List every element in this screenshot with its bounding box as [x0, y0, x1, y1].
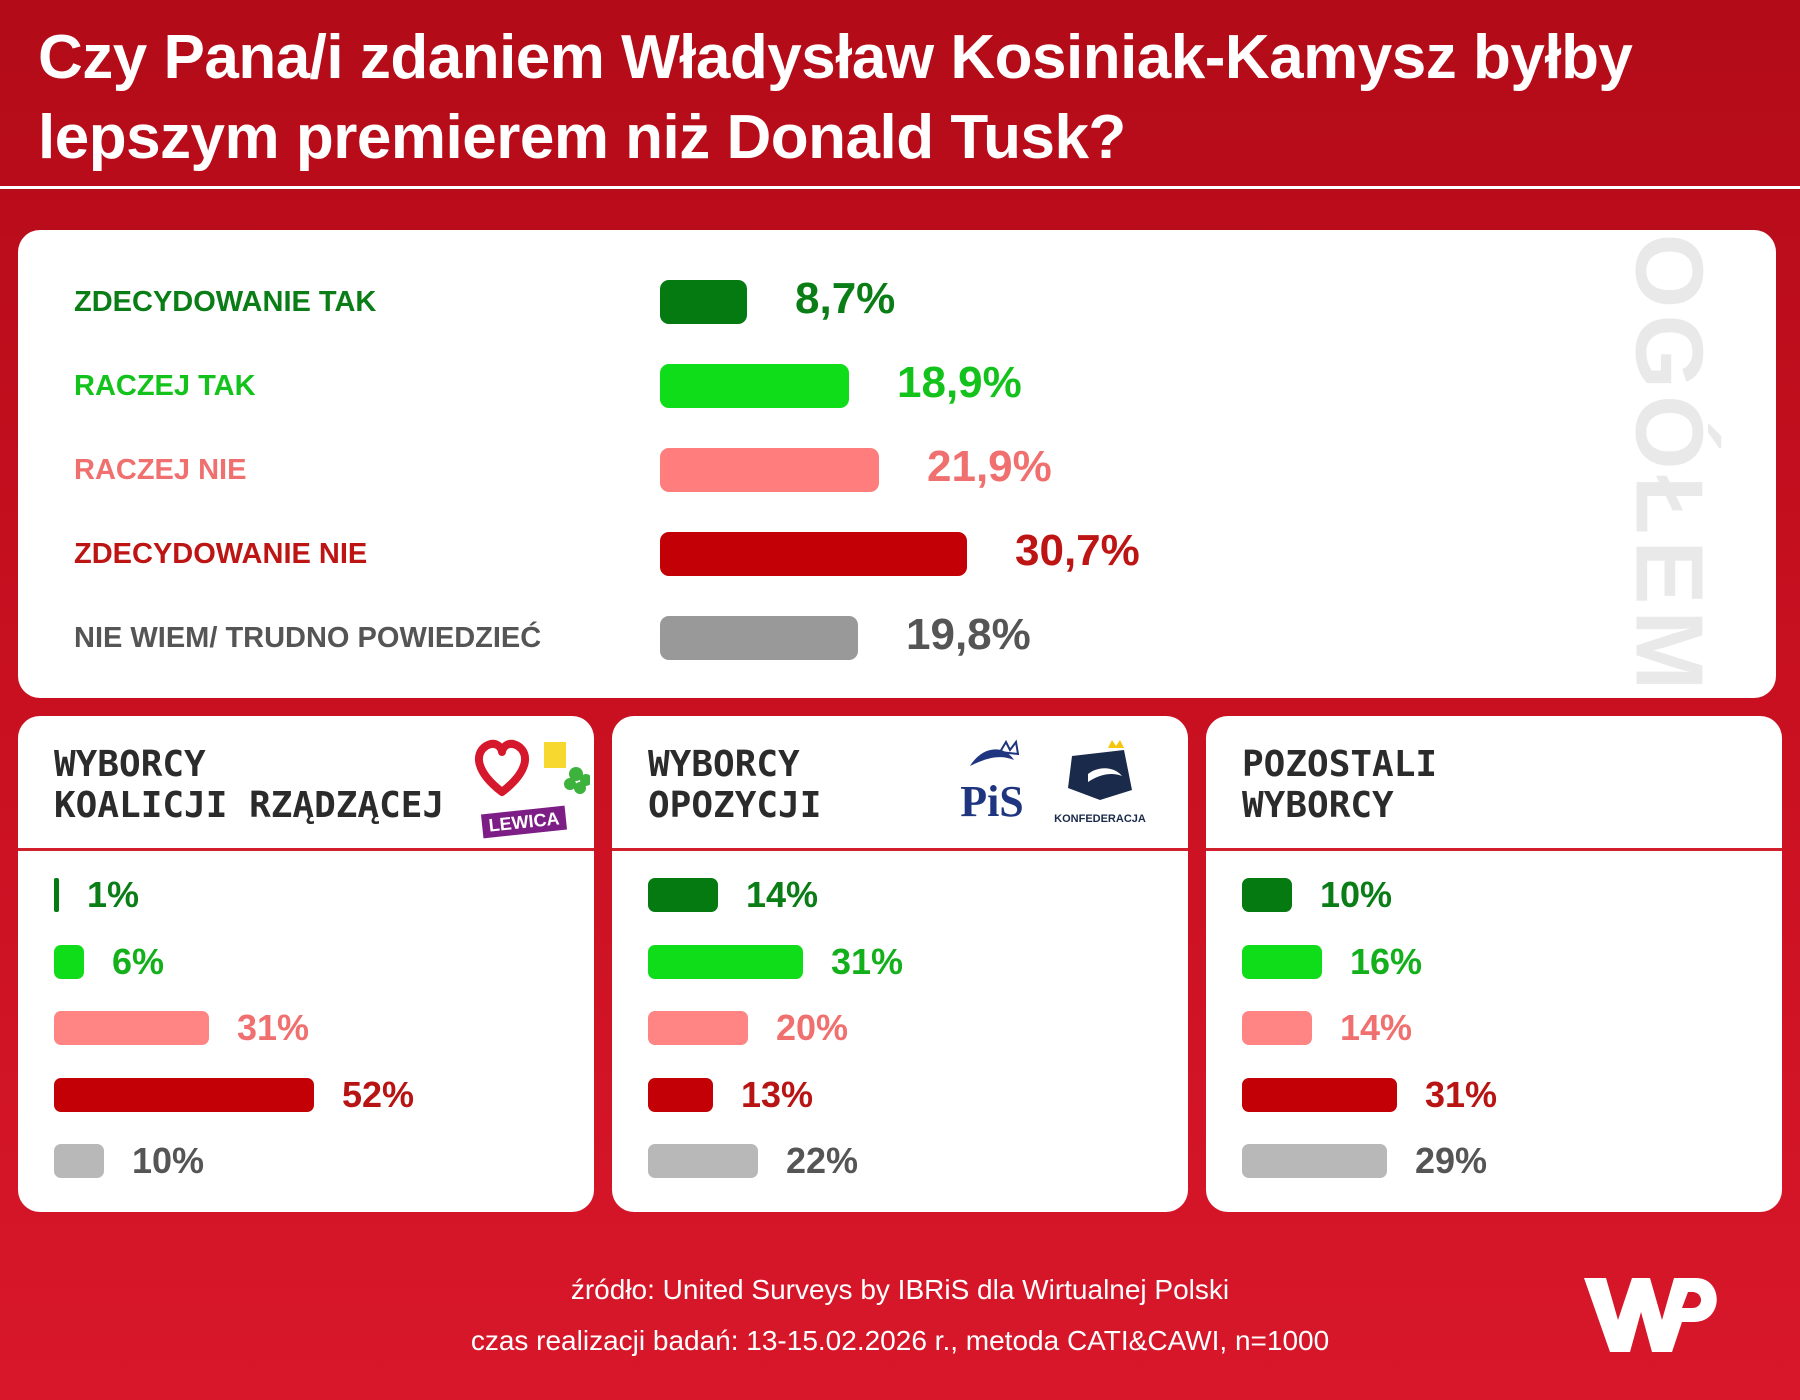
opposition-voters-panel: WYBORCY OPOZYCJI PiS KONFEDERACJA 14% 31%… — [612, 716, 1188, 1212]
value-label-zdecydowanie-tak: 14% — [746, 874, 819, 915]
bar-zdecydowanie-tak — [54, 878, 59, 912]
bar-raczej-tak — [648, 944, 803, 979]
bar-zdecydowanie-nie — [1242, 1077, 1397, 1112]
value-label-zdecydowanie-tak: 1% — [87, 874, 140, 915]
opposition-voters-title: WYBORCY OPOZYCJI — [648, 744, 822, 826]
coalition-logos: LEWICA — [475, 739, 590, 839]
konfederacja-logo: KONFEDERACJA — [1054, 740, 1146, 825]
value-label-zdecydowanie-tak: 10% — [1320, 874, 1393, 915]
value-label-raczej-tak: 31% — [831, 940, 904, 982]
bar-raczej-tak — [660, 364, 849, 408]
value-label-raczej-tak: 16% — [1350, 940, 1423, 982]
bar-zdecydowanie-tak — [1242, 878, 1292, 912]
heart-logo — [475, 739, 529, 796]
bar-raczej-nie — [54, 1011, 209, 1045]
value-label-zdecydowanie-nie: 52% — [342, 1073, 415, 1115]
opposition-logos: PiS KONFEDERACJA — [960, 739, 1146, 826]
category-label-raczej-tak: RACZEJ TAK — [74, 370, 256, 402]
category-label-raczej-nie: RACZEJ NIE — [74, 454, 247, 486]
other-voters-title: POZOSTALI WYBORCY — [1242, 744, 1438, 826]
svg-text:LEWICA: LEWICA — [488, 808, 561, 835]
bar-raczej-nie — [1242, 1011, 1312, 1045]
panel-divider — [612, 848, 1188, 851]
value-label-nie-wiem-trudno-powiedziec: 22% — [786, 1140, 859, 1181]
bar-raczej-nie — [648, 1011, 748, 1045]
clover-logo — [564, 767, 590, 794]
other-voters-panel: POZOSTALI WYBORCY 10% 16% 14% 31% 29% — [1206, 716, 1782, 1212]
value-label-raczej-nie: 31% — [237, 1007, 310, 1048]
pis-logo: PiS — [960, 739, 1024, 826]
polska-2050-logo — [544, 742, 566, 768]
coalition-voters-panel: WYBORCY KOALICJI RZĄDZĄCEJ LEWICA 1% 6% 31… — [18, 716, 594, 1212]
panel-divider — [18, 848, 594, 851]
svg-text:KONFEDERACJA: KONFEDERACJA — [1054, 813, 1146, 825]
lewica-logo: LEWICA — [480, 805, 568, 839]
overall-panel-label: OGÓŁEM — [1608, 234, 1728, 697]
wp-logo — [1584, 1278, 1717, 1352]
method-note: czas realizacji badań: 13-15.02.2026 r.,… — [470, 1325, 1330, 1356]
panel-divider — [1206, 848, 1782, 851]
value-label-raczej-nie: 21,9% — [927, 442, 1052, 491]
bar-nie-wiem-trudno-powiedziec — [648, 1144, 758, 1178]
value-label-raczej-nie: 20% — [776, 1007, 849, 1048]
bar-raczej-nie — [660, 448, 879, 492]
bar-zdecydowanie-nie — [648, 1077, 713, 1112]
coalition-voters-title: WYBORCY KOALICJI RZĄDZĄCEJ — [54, 744, 445, 826]
chart-title: Czy Pana/i zdaniem Władysław Kosiniak-Ka… — [38, 23, 1633, 172]
value-label-nie-wiem-trudno-powiedziec: 10% — [132, 1140, 205, 1181]
category-label-nie-wiem-trudno-powiedziec: NIE WIEM/ TRUDNO POWIEDZIEĆ — [74, 622, 542, 654]
overall-label-text: OGÓŁEM — [1615, 233, 1722, 697]
category-label-zdecydowanie-nie: ZDECYDOWANIE NIE — [74, 538, 368, 570]
value-label-nie-wiem-trudno-powiedziec: 29% — [1415, 1140, 1488, 1181]
bar-zdecydowanie-tak — [660, 280, 747, 324]
value-label-raczej-tak: 18,9% — [897, 358, 1022, 407]
source-note: źródło: United Surveys by IBRiS dla Wirt… — [570, 1274, 1230, 1305]
value-label-zdecydowanie-nie: 30,7% — [1015, 526, 1140, 575]
value-label-zdecydowanie-nie: 13% — [741, 1073, 814, 1115]
category-label-zdecydowanie-tak: ZDECYDOWANIE TAK — [74, 286, 377, 318]
bar-zdecydowanie-tak — [648, 878, 718, 912]
bar-raczej-tak — [54, 944, 84, 979]
bar-nie-wiem-trudno-powiedziec — [1242, 1144, 1387, 1178]
value-label-raczej-tak: 6% — [112, 940, 165, 982]
value-label-raczej-nie: 14% — [1340, 1007, 1413, 1048]
value-label-zdecydowanie-tak: 8,7% — [795, 274, 896, 323]
svg-text:PiS: PiS — [960, 777, 1024, 826]
header-divider — [0, 186, 1800, 189]
overall-panel: ZDECYDOWANIE TAK 8,7% RACZEJ TAK 18,9% RACZE… — [18, 230, 1776, 698]
value-label-zdecydowanie-nie: 31% — [1425, 1073, 1498, 1115]
bar-zdecydowanie-nie — [660, 532, 967, 576]
bar-nie-wiem-trudno-powiedziec — [54, 1144, 104, 1178]
bar-nie-wiem-trudno-powiedziec — [660, 616, 858, 660]
bar-zdecydowanie-nie — [54, 1077, 314, 1112]
bar-raczej-tak — [1242, 944, 1322, 979]
value-label-nie-wiem-trudno-powiedziec: 19,8% — [906, 610, 1031, 659]
